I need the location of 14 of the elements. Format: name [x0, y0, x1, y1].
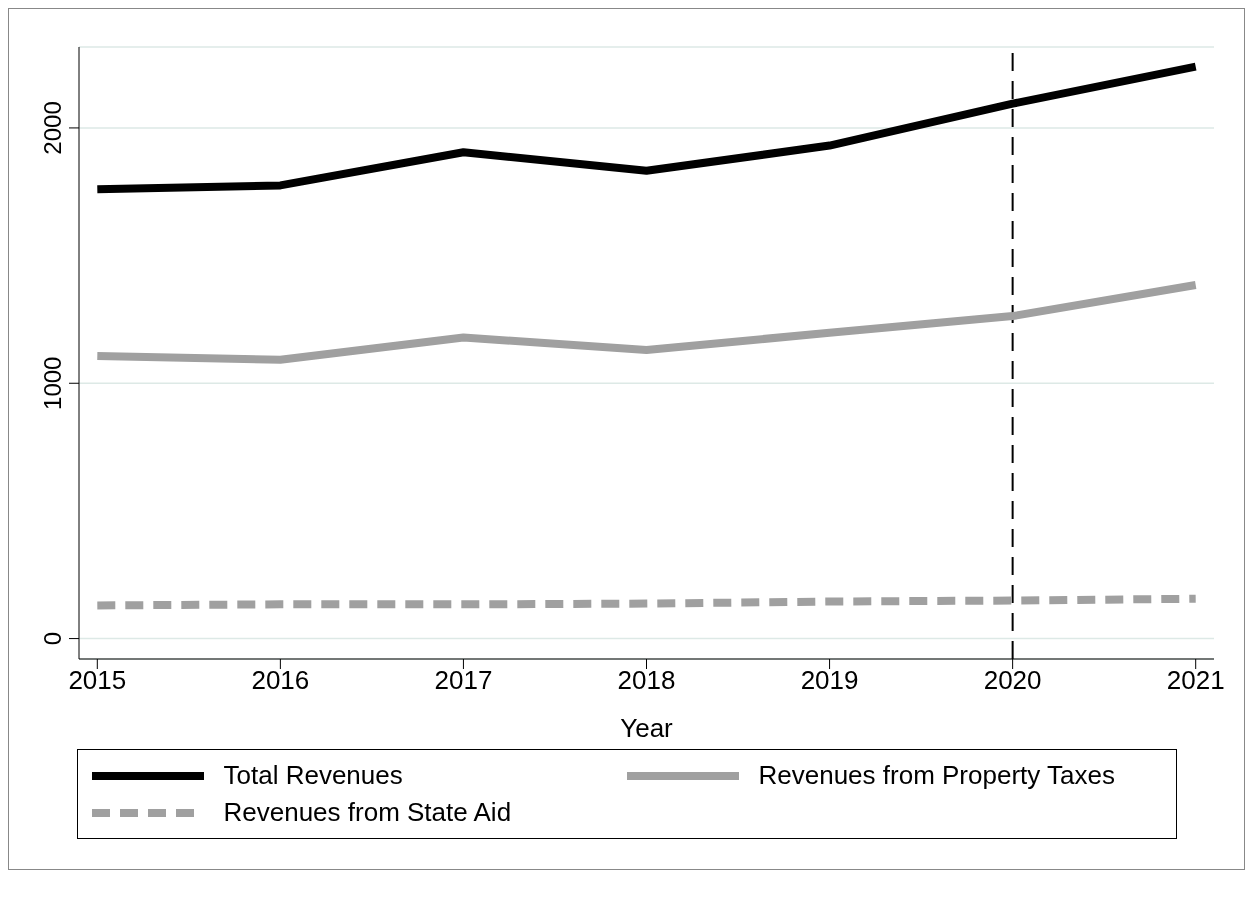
x-tick-label: 2017: [434, 665, 493, 696]
x-axis-title: Year: [620, 713, 674, 743]
x-tick-label: 2018: [617, 665, 676, 696]
y-tick-label: 2000: [39, 101, 66, 155]
x-tick-label: 2021: [1166, 665, 1225, 696]
x-tick-label: 2016: [251, 665, 310, 696]
y-tick-label: 0: [39, 631, 66, 646]
x-tick-label: 2019: [800, 665, 859, 696]
legend-label: Total Revenues: [223, 760, 403, 791]
legend-label: Revenues from State Aid: [223, 797, 512, 828]
x-tick-label: 2020: [983, 665, 1042, 696]
legend-label: Revenues from Property Taxes: [758, 760, 1115, 791]
x-tick-label: 2015: [68, 665, 127, 696]
y-tick-label: 1000: [39, 356, 66, 410]
